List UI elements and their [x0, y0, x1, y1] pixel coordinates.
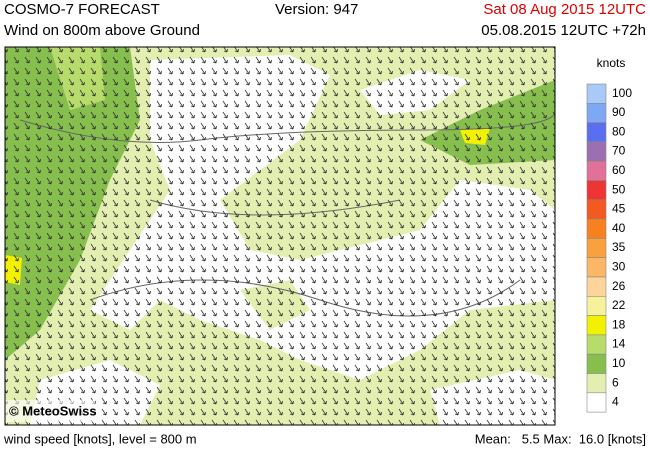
legend-swatch [586, 334, 607, 355]
legend-label: 40 [612, 221, 626, 235]
legend-swatch [586, 160, 607, 181]
credit-bg [5, 400, 95, 422]
legend-swatch [586, 238, 607, 258]
footer-right: Mean: 5.5 Max: 16.0 [knots] [475, 431, 646, 446]
legend-swatch [586, 141, 607, 162]
legend-swatch [586, 353, 607, 374]
footer-left: wind speed [knots], level = 800 m [3, 431, 197, 446]
legend-swatch [586, 257, 607, 278]
legend-label: 6 [612, 375, 619, 389]
legend-label: 80 [612, 124, 626, 138]
legend: 100 90 80 70 60 50 45 40 35 30 26 22 18 14 10 6 4 [586, 83, 632, 413]
legend-swatch [586, 315, 607, 336]
legend-label: 30 [612, 260, 626, 274]
run-time: 05.08.2015 12UTC +72h [481, 22, 646, 39]
map-frame [4, 46, 556, 426]
legend-swatch [586, 218, 607, 239]
legend-swatch [586, 122, 607, 143]
legend-label: 50 [612, 182, 626, 196]
legend-unit: knots [597, 56, 626, 70]
legend-swatch [586, 373, 607, 394]
legend-label: 100 [612, 86, 632, 100]
legend-label: 60 [612, 163, 626, 177]
legend-swatch [586, 295, 607, 316]
legend-label: 22 [612, 298, 626, 312]
legend-label: 18 [612, 317, 626, 331]
legend-swatch [586, 83, 607, 104]
legend-swatch [586, 392, 607, 413]
valid-time: Sat 08 Aug 2015 12UTC [483, 1, 646, 18]
legend-swatch [586, 199, 607, 220]
title: COSMO-7 FORECAST [4, 1, 160, 18]
wind-arrows [5, 47, 555, 425]
credit: © MeteoSwiss [9, 403, 97, 418]
legend-label: 90 [612, 105, 626, 119]
legend-label: 4 [612, 395, 619, 409]
subtitle: Wind on 800m above Ground [4, 22, 200, 39]
version: Version: 947 [275, 1, 358, 18]
legend-label: 26 [612, 279, 626, 293]
legend-label: 14 [612, 337, 626, 351]
legend-swatch [586, 276, 607, 297]
legend-label: 35 [612, 240, 626, 254]
legend-label: 10 [612, 356, 626, 370]
map: © MeteoSwiss [5, 47, 555, 425]
legend-swatch [586, 103, 607, 123]
legend-swatch [586, 180, 607, 201]
legend-label: 45 [612, 202, 626, 216]
legend-label: 70 [612, 144, 626, 158]
